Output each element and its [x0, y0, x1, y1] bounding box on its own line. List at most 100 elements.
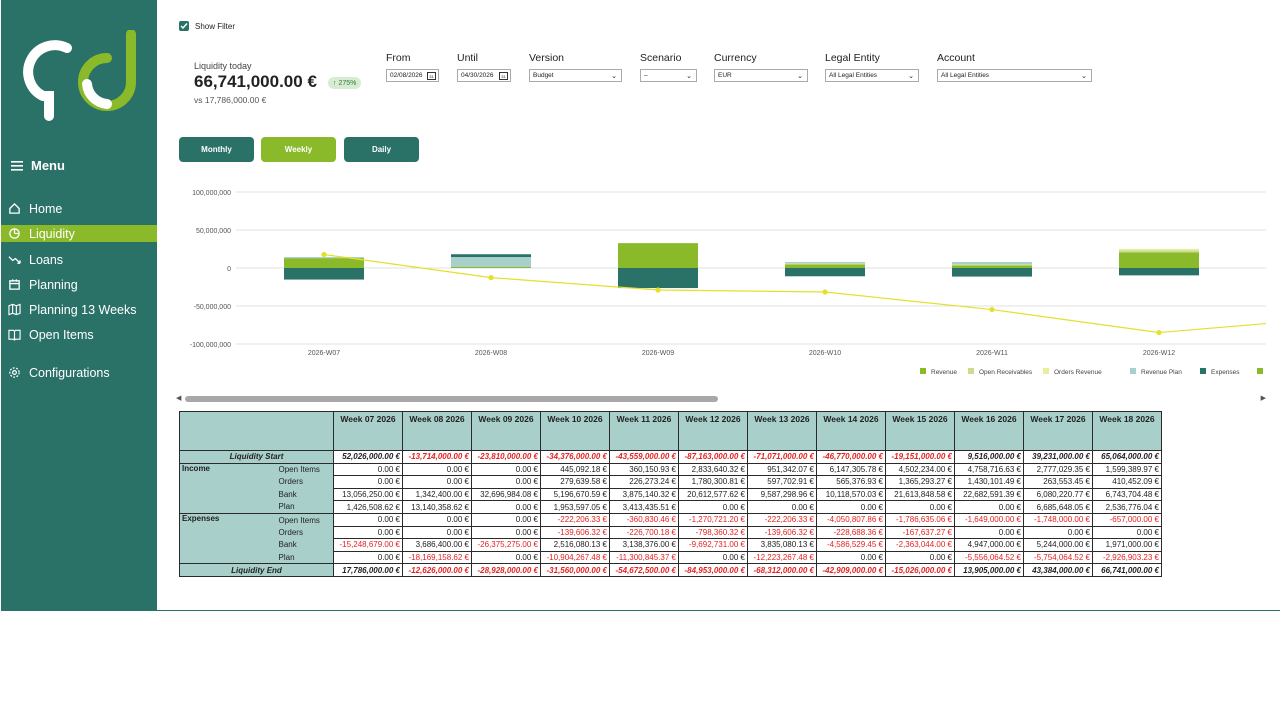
table-cell: 5,196,670.59 €	[540, 487, 610, 502]
account-label: Account	[937, 52, 975, 64]
version-select[interactable]: Budget ⌄	[529, 69, 622, 82]
group-label	[179, 551, 277, 565]
show-filter-checkbox[interactable]	[179, 21, 189, 31]
sidebar-item-label: Planning	[29, 277, 78, 292]
table-cell: 0.00 €	[402, 525, 472, 540]
sidebar-item-loans[interactable]: Loans	[1, 251, 157, 268]
table-cell: 0.00 €	[471, 550, 541, 565]
table-cell: 565,376.93 €	[816, 475, 886, 489]
table-cell: 263,553.45 €	[1023, 475, 1093, 489]
table-cell: 3,875,140.32 €	[609, 487, 679, 502]
table-cell: 0.00 €	[333, 475, 403, 489]
sidebar-item-configurations[interactable]: Configurations	[1, 364, 157, 381]
sidebar-item-liquidity[interactable]: Liquidity	[1, 225, 157, 242]
table-row: Bank 13,056,250.00 €1,342,400.00 €32,696,…	[179, 487, 1162, 502]
bar	[618, 268, 698, 289]
table-cell: -222,206.33 €	[540, 512, 610, 527]
table-cell: -23,810,000.00 €	[471, 450, 541, 464]
monthly-button[interactable]: Monthly	[179, 137, 254, 162]
table-cell: 4,758,716.63 €	[954, 462, 1024, 477]
table-cell: 0.00 €	[954, 525, 1024, 540]
sidebar-item-home[interactable]: Home	[1, 200, 157, 217]
table-cell: 6,147,305.78 €	[816, 462, 886, 477]
show-filter-toggle[interactable]: Show Filter	[179, 21, 235, 31]
weekly-button[interactable]: Weekly	[261, 137, 336, 162]
until-label: Until	[457, 52, 479, 64]
sidebar-item-open-items[interactable]: Open Items	[1, 326, 157, 343]
daily-button[interactable]: Daily	[344, 137, 419, 162]
table-cell: 0.00 €	[816, 550, 886, 565]
row-label: Orders	[276, 475, 334, 489]
sidebar-item-planning-13-weeks[interactable]: Planning 13 Weeks	[1, 301, 157, 318]
column-header: Week 07 2026	[333, 411, 403, 451]
bar	[451, 257, 531, 268]
liquidity-today-label: Liquidity today	[194, 61, 252, 71]
legal-entity-value: All Legal Entities	[829, 72, 878, 79]
table-cell: 66,741,000.00 €	[1092, 563, 1162, 577]
calendar-icon[interactable]: 31	[427, 72, 436, 80]
table-cell: -13,714,000.00 €	[402, 450, 472, 464]
group-label	[179, 475, 277, 489]
line-point	[488, 274, 494, 281]
currency-select[interactable]: EUR ⌄	[714, 69, 808, 82]
sidebar-item-label: Planning 13 Weeks	[29, 302, 137, 317]
line-point	[822, 289, 828, 295]
chevron-down-icon: ⌄	[686, 73, 692, 80]
scenario-select[interactable]: – ⌄	[640, 69, 697, 82]
sidebar-item-label: Configurations	[29, 365, 110, 380]
column-header: Week 18 2026	[1092, 411, 1162, 451]
table-cell: 5,244,000.00 €	[1023, 538, 1093, 552]
table-cell: -28,928,000.00 €	[471, 563, 541, 577]
table-cell: -12,626,000.00 €	[402, 563, 472, 577]
row-label: Open Items	[276, 462, 334, 476]
scroll-left-arrow-icon[interactable]: ◀	[176, 395, 182, 402]
table-cell: 0.00 €	[885, 550, 955, 565]
table-cell: 20,612,577.62 €	[678, 487, 748, 502]
scenario-value: –	[644, 72, 648, 79]
account-select[interactable]: All Legal Entities ⌄	[937, 69, 1092, 82]
legal-entity-select[interactable]: All Legal Entities ⌄	[825, 69, 919, 82]
legend-swatch	[1257, 368, 1263, 374]
table-cell: -1,270,721.20 €	[678, 512, 748, 527]
bar	[284, 268, 364, 280]
table-cell: -4,586,529.45 €	[816, 538, 886, 552]
table-cell: -18,169,158.62 €	[402, 550, 472, 565]
table-cell: -1,748,000.00 €	[1023, 512, 1093, 527]
calendar-icon[interactable]: 31	[499, 72, 508, 80]
table-cell: -43,559,000.00 €	[609, 450, 679, 464]
table-cell: 1,599,389.97 €	[1092, 462, 1162, 477]
table-cell: -9,692,731.00 €	[678, 538, 748, 552]
table-cell: 0.00 €	[471, 475, 541, 489]
sidebar-item-label: Open Items	[29, 327, 94, 342]
group-label: Expenses	[179, 512, 277, 527]
from-date-field[interactable]: 02/08/2026 31	[386, 69, 439, 82]
table-row: Orders 0.00 €0.00 €0.00 €279,639.58 €226,…	[179, 475, 1162, 489]
menu-toggle[interactable]: Menu	[11, 158, 65, 173]
table-cell: 4,947,000.00 €	[954, 538, 1024, 552]
table-cell: -222,206.33 €	[747, 512, 817, 527]
table-cell: 360,150.93 €	[609, 462, 679, 477]
scrollbar-thumb[interactable]	[185, 396, 718, 402]
bar	[1119, 250, 1199, 253]
horizontal-scrollbar[interactable]: ◀ ▶	[176, 394, 1266, 403]
y-tick-label: 50,000,000	[196, 228, 231, 235]
until-date-field[interactable]: 04/30/2026 31	[457, 69, 511, 82]
gear-icon	[9, 367, 20, 378]
table-cell: 0.00 €	[333, 525, 403, 540]
table-cell: 1,430,101.49 €	[954, 475, 1024, 489]
calendar-icon	[9, 279, 20, 290]
table-row: Expenses Open Items 0.00 €0.00 €0.00 € -222…	[179, 512, 1162, 527]
table-cell: 1,953,597.05 €	[540, 500, 610, 514]
table-cell: 3,138,376.00 €	[609, 538, 679, 552]
bar	[1119, 268, 1199, 276]
legend-label: Revenue Plan	[1141, 369, 1182, 376]
liquidity-start-row: Liquidity Start 52,026,000.00 € -13,714,00…	[179, 450, 1162, 464]
table-cell: 13,140,358.62 €	[402, 500, 472, 514]
column-header: Week 08 2026	[402, 411, 472, 451]
chevron-down-icon: ⌄	[1081, 73, 1087, 80]
scroll-right-arrow-icon[interactable]: ▶	[1260, 395, 1266, 402]
table-cell: 1,426,508.62 €	[333, 500, 403, 514]
bar	[952, 261, 1032, 265]
table-cell: 0.00 €	[471, 512, 541, 527]
sidebar-item-planning[interactable]: Planning	[1, 276, 157, 293]
